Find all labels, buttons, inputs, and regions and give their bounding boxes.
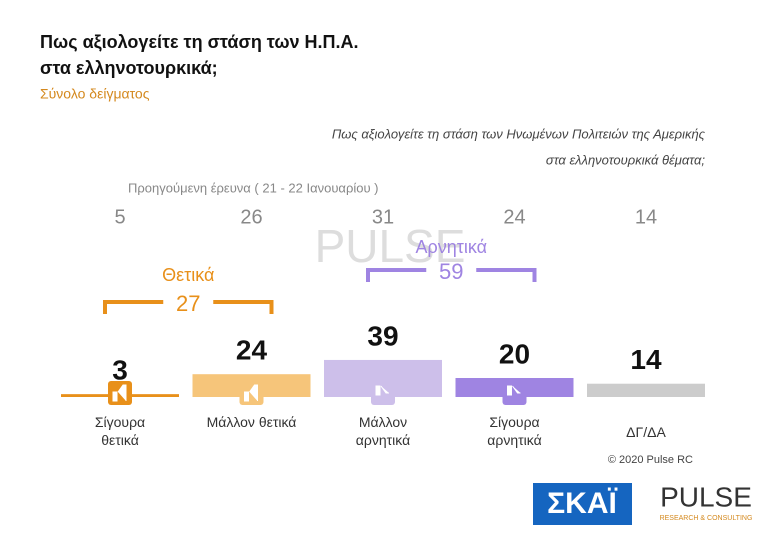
category-label: Μάλλον αρνητικά bbox=[355, 414, 411, 448]
group-name: Αρνητικά bbox=[415, 237, 487, 257]
icon-glyph bbox=[112, 384, 127, 402]
previous-label: Προηγούμενη έρευνα ( 21 - 22 Ιανουαρίου … bbox=[128, 180, 379, 195]
icon bbox=[371, 381, 395, 405]
previous-value: 26 bbox=[240, 206, 262, 228]
bar bbox=[587, 383, 705, 397]
watermark: PULSE bbox=[315, 220, 466, 272]
pulse-tag: RESEARCH & CONSULTING bbox=[660, 515, 753, 522]
category-label: ΔΓ/ΔΑ bbox=[626, 424, 666, 440]
category-label: Σίγουρα αρνητικά bbox=[487, 414, 542, 448]
value-label: 39 bbox=[367, 320, 398, 351]
group-name: Θετικά bbox=[162, 265, 214, 285]
skai-text: ΣΚΑΪ bbox=[547, 487, 617, 520]
value-label: 20 bbox=[499, 338, 530, 369]
previous-value: 14 bbox=[635, 206, 657, 228]
category-label: Σίγουρα θετικά bbox=[94, 414, 146, 448]
icon-glyph bbox=[244, 384, 258, 402]
title-line: στα ελληνοτουρκικά; bbox=[40, 58, 218, 78]
previous-value: 31 bbox=[372, 206, 394, 228]
category-label: Μάλλον θετικά bbox=[206, 414, 297, 430]
value-label: 3 bbox=[112, 355, 128, 386]
copyright: © 2020 Pulse RC bbox=[608, 454, 693, 466]
icon bbox=[502, 381, 527, 405]
pulse-logo: PULSE bbox=[660, 481, 752, 512]
group-bracket bbox=[103, 300, 274, 314]
group-value: 27 bbox=[176, 291, 200, 316]
question-line: Πως αξιολογείτε τη στάση των Ηνωμένων Πο… bbox=[332, 126, 706, 141]
subtitle: Σύνολο δείγματος bbox=[40, 86, 150, 102]
title-line: Πως αξιολογείτε τη στάση των Η.Π.Α. bbox=[40, 32, 359, 53]
icon-glyph bbox=[375, 385, 389, 396]
question-line: στα ελληνοτουρκικά θέματα; bbox=[546, 152, 705, 167]
group-value: 59 bbox=[439, 259, 463, 284]
icon-glyph bbox=[507, 385, 521, 396]
skai-logo bbox=[533, 483, 632, 525]
value-label: 24 bbox=[236, 335, 268, 366]
value-label: 14 bbox=[630, 344, 662, 375]
previous-value: 24 bbox=[503, 206, 525, 228]
group-bracket bbox=[366, 268, 537, 282]
previous-value: 5 bbox=[114, 206, 125, 228]
